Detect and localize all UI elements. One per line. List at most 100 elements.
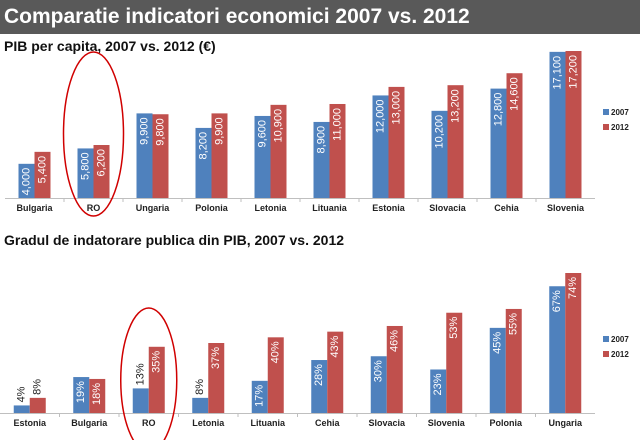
data-label: 10,900 — [272, 109, 284, 143]
legend-swatch-2012 — [603, 124, 609, 130]
data-label: 8% — [32, 379, 44, 395]
bar-2007-bulgaria — [18, 163, 35, 198]
data-label: 11,000 — [331, 108, 343, 141]
category-label: Cehia — [315, 418, 341, 428]
bar-2007-slovenia — [430, 369, 447, 413]
debt-chart-title: Gradul de indatorare publica din PIB, 20… — [4, 232, 345, 248]
bar-2012-letonia — [270, 104, 287, 198]
data-label: 17,200 — [567, 55, 579, 89]
bar-2012-slovenia — [446, 312, 463, 413]
bar-2012-cehia — [506, 73, 523, 198]
bar-2007-estonia — [13, 405, 30, 413]
category-label: Polonia — [195, 203, 228, 213]
category-label: Slovacia — [368, 418, 406, 428]
legend-label-2012: 2012 — [611, 123, 629, 132]
data-label: 23% — [432, 373, 444, 395]
data-label: 12,800 — [492, 93, 504, 127]
data-label: 74% — [567, 277, 579, 299]
data-label: 40% — [270, 341, 282, 363]
category-label: Estonia — [13, 418, 47, 428]
bar-2012-cehia — [327, 331, 344, 413]
bar-2007-ro — [77, 148, 94, 198]
category-label: Ungaria — [136, 203, 171, 213]
data-label: 67% — [551, 290, 563, 312]
data-label: 14,600 — [508, 77, 520, 111]
data-label: 5,400 — [36, 156, 48, 184]
bar-2007-slovacia — [370, 356, 387, 413]
category-label: Letonia — [192, 418, 225, 428]
category-label: Slovacia — [429, 203, 467, 213]
category-label: RO — [87, 203, 101, 213]
bar-2007-slovacia — [431, 110, 448, 198]
bar-2012-lituania — [267, 337, 284, 413]
bar-2012-slovacia — [447, 85, 464, 198]
data-label: 8% — [194, 379, 206, 395]
bar-2012-letonia — [208, 343, 225, 413]
data-label: 55% — [508, 313, 520, 335]
data-label: 9,900 — [138, 117, 150, 145]
bar-2007-letonia — [254, 115, 271, 198]
data-label: 53% — [448, 317, 460, 339]
data-label: 17% — [254, 385, 266, 407]
data-label: 45% — [492, 332, 504, 354]
data-label: 5,800 — [79, 152, 91, 180]
category-label: Cehia — [494, 203, 520, 213]
data-label: 8,900 — [315, 126, 327, 154]
bar-2012-estonia — [388, 86, 405, 198]
category-label: Letonia — [254, 203, 287, 213]
category-label: Lituania — [312, 203, 347, 213]
data-label: 10,200 — [433, 115, 445, 149]
category-label: Lituania — [250, 418, 285, 428]
bar-2007-cehia — [311, 360, 328, 413]
bar-2012-estonia — [29, 397, 46, 413]
bar-2007-ro — [132, 388, 149, 413]
data-label: 9,600 — [256, 120, 268, 148]
bar-2012-bulgaria — [34, 151, 51, 198]
legend-swatch-2007 — [603, 336, 609, 342]
bar-2012-polonia — [505, 308, 522, 413]
category-label: Ungaria — [548, 418, 583, 428]
bar-2012-slovenia — [565, 51, 582, 198]
bar-2012-polonia — [211, 113, 228, 198]
data-label: 30% — [373, 360, 385, 382]
bar-2007-polonia — [489, 327, 506, 413]
legend-label-2007: 2007 — [611, 108, 629, 117]
data-label: 19% — [75, 381, 87, 403]
bar-2012-ro — [148, 346, 165, 413]
slide-title: Comparatie indicatori economici 2007 vs.… — [0, 0, 640, 34]
bar-2012-lituania — [329, 103, 346, 198]
bar-2007-bulgaria — [73, 377, 90, 413]
bar-2007-lituania — [313, 121, 330, 198]
data-label: 43% — [329, 335, 341, 357]
data-label: 12,000 — [374, 99, 386, 133]
category-label: RO — [142, 418, 156, 428]
data-label: 17,100 — [551, 56, 563, 90]
bar-2012-bulgaria — [89, 378, 106, 413]
bar-2007-polonia — [195, 127, 212, 198]
data-label: 6,200 — [95, 149, 107, 177]
bar-2007-letonia — [192, 397, 209, 413]
category-label: Slovenia — [547, 203, 585, 213]
category-label: Estonia — [372, 203, 406, 213]
data-label: 8,200 — [197, 132, 209, 160]
data-label: 4,000 — [20, 168, 32, 196]
bar-2012-ro — [93, 145, 110, 198]
bar-2007-lituania — [251, 380, 268, 413]
data-label: 13% — [135, 363, 147, 385]
highlight-ellipse — [120, 307, 178, 440]
bar-2012-slovacia — [386, 325, 403, 413]
data-label: 37% — [210, 347, 222, 369]
bar-2012-ungaria — [152, 114, 169, 198]
category-label: Polonia — [489, 418, 522, 428]
data-label: 28% — [313, 364, 325, 386]
legend-label-2007: 2007 — [611, 335, 629, 344]
gdp-per-capita-chart: 4,000 5,400 Bulgaria 5,800 6,200 RO 9,900 9,800… — [5, 51, 629, 217]
data-label: 46% — [389, 330, 401, 352]
bar-2007-cehia — [490, 88, 507, 198]
data-label: 9,900 — [213, 117, 225, 145]
legend-label-2012: 2012 — [611, 350, 629, 359]
bar-2007-ungaria — [549, 286, 566, 413]
gdp-chart-title: PIB per capita, 2007 vs. 2012 (€) — [4, 38, 216, 54]
bar-2007-slovenia — [549, 51, 566, 199]
